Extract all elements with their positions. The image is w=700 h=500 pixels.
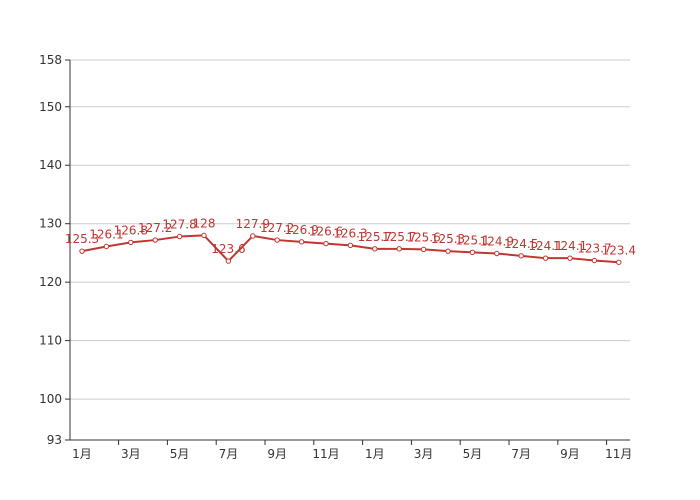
data-point xyxy=(347,242,354,249)
x-tick-label: 7月 xyxy=(511,447,531,461)
data-label: 128 xyxy=(193,216,216,230)
data-label: 125.6 xyxy=(406,230,440,244)
data-label: 124.1 xyxy=(528,239,562,253)
data-point xyxy=(128,239,134,246)
data-label: 123.7 xyxy=(577,242,611,256)
x-tick-label: 11月 xyxy=(605,447,632,461)
data-label: 124.9 xyxy=(480,235,514,249)
data-point xyxy=(567,255,573,261)
y-tick-label: 130 xyxy=(39,217,62,231)
x-tick-label: 1月 xyxy=(72,447,92,461)
data-label: 125.7 xyxy=(358,230,392,244)
data-label: 126.1 xyxy=(89,227,123,241)
x-tick-label: 9月 xyxy=(560,447,580,461)
data-point xyxy=(420,246,427,253)
data-point xyxy=(225,258,232,264)
series-group: 125.3126.1126.8127.2127.8128123.6127.912… xyxy=(65,216,636,265)
x-tick-label: 5月 xyxy=(463,447,483,461)
data-label: 127.2 xyxy=(138,221,172,235)
x-axis-ticks: 1月 3月 5月 7月 9月 11月 1月 3月 5月 7月 9月 11月 xyxy=(72,440,632,461)
data-label: 125.3 xyxy=(65,232,99,246)
x-tick-label: 9月 xyxy=(267,447,287,461)
y-tick-label: 120 xyxy=(39,275,62,289)
x-tick-label: 3月 xyxy=(414,447,434,461)
x-tick-label: 7月 xyxy=(219,447,239,461)
data-point xyxy=(494,250,500,257)
data-label: 127.2 xyxy=(260,221,294,235)
x-tick-label: 1月 xyxy=(365,447,385,461)
data-point xyxy=(323,240,329,247)
data-label: 126.8 xyxy=(114,223,148,237)
axes xyxy=(69,60,630,441)
data-label: 126.6 xyxy=(309,225,343,239)
data-point xyxy=(542,255,549,261)
y-tick-label: 140 xyxy=(39,158,62,172)
data-point xyxy=(274,237,280,243)
data-label: 126.9 xyxy=(284,223,318,237)
data-label: 127.8 xyxy=(162,218,196,232)
grid-lines xyxy=(70,59,630,400)
data-label: 125.3 xyxy=(431,232,465,246)
x-tick-label: 5月 xyxy=(170,447,190,461)
data-label: 127.9 xyxy=(236,217,270,231)
data-label: 124.1 xyxy=(553,239,587,253)
x-tick-label: 11月 xyxy=(312,447,339,461)
data-point xyxy=(372,246,378,252)
y-tick-label: 158 xyxy=(39,53,62,67)
y-axis-ticks: 93 100 110 120 130 140 150 158 xyxy=(39,53,70,447)
data-point xyxy=(152,237,158,243)
y-tick-label: 150 xyxy=(39,100,62,114)
data-point xyxy=(176,233,183,240)
data-label: 123.6 xyxy=(211,242,245,256)
data-point xyxy=(591,257,598,264)
y-tick-label: 110 xyxy=(39,334,62,348)
data-point xyxy=(445,248,451,254)
data-point xyxy=(518,253,524,259)
data-label: 123.4 xyxy=(602,243,636,257)
data-point xyxy=(201,232,207,239)
y-tick-label: 93 xyxy=(47,433,62,447)
data-label: 124.5 xyxy=(504,237,538,251)
data-label: 125.1 xyxy=(455,233,489,247)
x-tick-label: 3月 xyxy=(121,447,141,461)
data-point xyxy=(396,246,402,252)
data-point xyxy=(103,243,110,250)
data-point xyxy=(79,248,85,254)
data-point xyxy=(616,259,622,265)
data-point xyxy=(250,233,256,239)
y-tick-label: 100 xyxy=(39,392,62,406)
data-label: 125.7 xyxy=(382,230,416,244)
data-point xyxy=(469,249,476,256)
data-label: 126.3 xyxy=(333,226,367,240)
data-point xyxy=(298,239,305,245)
